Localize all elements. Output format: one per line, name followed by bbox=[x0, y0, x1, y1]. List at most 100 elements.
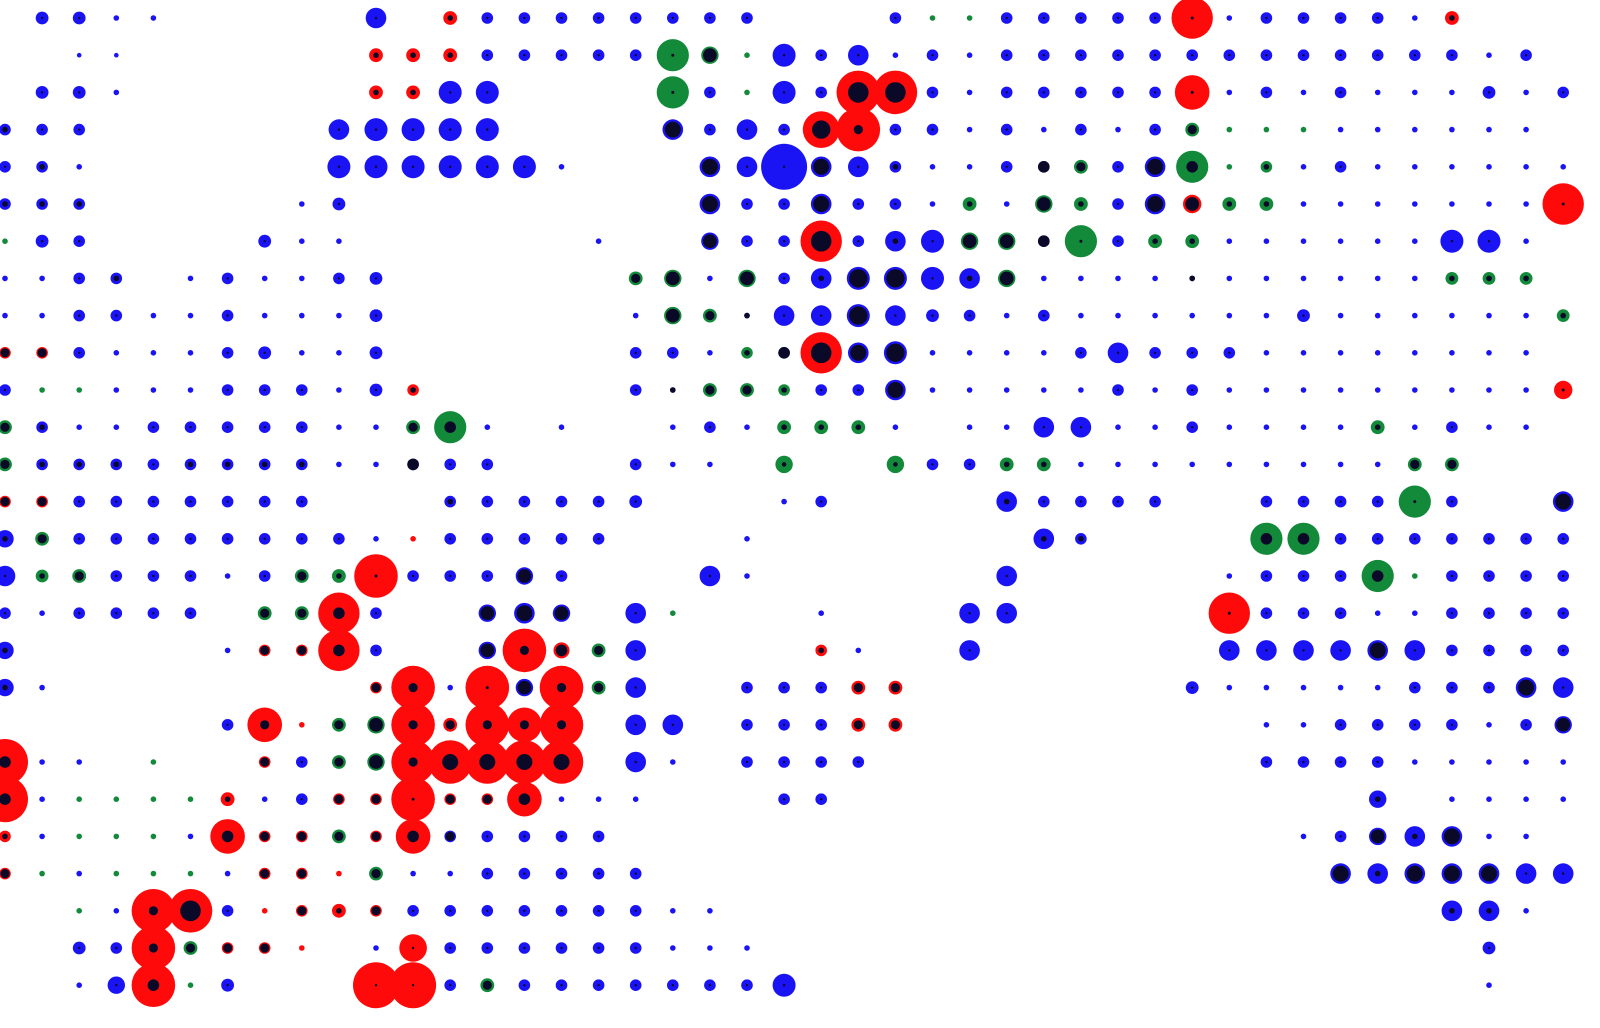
symbol-outer-blue bbox=[1078, 387, 1084, 393]
symbol-inner bbox=[1190, 90, 1194, 94]
symbol-inner bbox=[39, 573, 45, 579]
symbol-center-dot bbox=[894, 128, 897, 131]
symbol-blue bbox=[1260, 86, 1273, 99]
symbol-inner bbox=[664, 121, 681, 138]
symbol-center-dot bbox=[745, 202, 749, 206]
symbol-center-dot bbox=[1339, 500, 1342, 503]
symbol-blue bbox=[1115, 312, 1121, 319]
symbol-inner bbox=[407, 830, 419, 843]
symbol-red bbox=[406, 48, 420, 63]
symbol-green bbox=[1361, 559, 1394, 593]
symbol-center-dot bbox=[1153, 351, 1157, 354]
symbol-red bbox=[210, 819, 245, 854]
symbol-center-dot bbox=[374, 277, 378, 280]
symbol-center-dot bbox=[782, 165, 786, 168]
symbol-outer-green bbox=[150, 870, 157, 877]
symbol-center-dot bbox=[1265, 612, 1268, 615]
symbol-red bbox=[1171, 0, 1213, 39]
symbol-blue bbox=[1149, 495, 1161, 508]
symbol-center-dot bbox=[152, 537, 155, 540]
symbol-center-dot bbox=[1265, 649, 1268, 652]
symbol-blue bbox=[699, 565, 721, 587]
symbol-green bbox=[39, 387, 45, 393]
symbol-green bbox=[1482, 272, 1496, 285]
symbol-green bbox=[35, 569, 49, 583]
symbol-green bbox=[406, 420, 420, 435]
symbol-blue bbox=[39, 759, 45, 765]
symbol-outer-blue bbox=[1300, 275, 1307, 282]
symbol-inner bbox=[37, 497, 47, 507]
symbol-blue bbox=[369, 383, 383, 397]
symbol-red bbox=[390, 962, 437, 1009]
symbol-blue bbox=[296, 793, 308, 805]
symbol-outer-blue bbox=[1300, 164, 1307, 170]
symbol-center-dot bbox=[857, 165, 860, 168]
symbol-outer-blue bbox=[1189, 461, 1195, 468]
symbol-green bbox=[998, 269, 1016, 288]
symbol-inner bbox=[373, 89, 379, 96]
symbol-outer-blue bbox=[299, 275, 305, 282]
symbol-blue bbox=[147, 607, 160, 619]
symbol-center-dot bbox=[189, 426, 192, 429]
symbol-blue bbox=[187, 350, 194, 356]
symbol-blue bbox=[0, 641, 14, 660]
symbol-red bbox=[370, 830, 382, 843]
symbol-red bbox=[391, 777, 435, 821]
symbol-center-dot bbox=[523, 835, 526, 838]
symbol-inner bbox=[742, 385, 752, 395]
symbol-outer-blue bbox=[1412, 387, 1418, 393]
symbol-blue bbox=[1226, 424, 1233, 431]
symbol-inner bbox=[0, 869, 10, 879]
symbol-center-dot bbox=[597, 537, 600, 540]
symbol-red bbox=[318, 592, 360, 634]
symbol-outer-green bbox=[76, 908, 82, 914]
symbol-outer-green bbox=[76, 387, 82, 393]
symbol-center-dot bbox=[820, 760, 823, 764]
symbol-center-dot bbox=[1450, 426, 1454, 429]
symbol-outer-blue bbox=[1300, 387, 1307, 393]
symbol-blue bbox=[1446, 607, 1458, 619]
symbol-center-dot bbox=[300, 760, 303, 764]
symbol-blue bbox=[1112, 86, 1124, 99]
symbol-outer-green bbox=[150, 759, 157, 765]
symbol-inner bbox=[2, 684, 8, 691]
symbol-outer-blue bbox=[113, 908, 120, 914]
symbol-blue bbox=[478, 604, 496, 622]
symbol-outer-blue bbox=[1412, 201, 1418, 207]
symbol-outer-blue bbox=[39, 833, 45, 840]
symbol-outer-blue bbox=[1226, 387, 1233, 393]
symbol-green bbox=[656, 76, 689, 109]
symbol-outer-blue bbox=[1078, 275, 1084, 282]
symbol-center-dot bbox=[1376, 500, 1379, 503]
symbol-red bbox=[221, 942, 234, 954]
symbol-blue bbox=[629, 384, 642, 396]
symbol-inner bbox=[781, 387, 787, 393]
symbol-center-dot bbox=[1153, 500, 1157, 503]
symbol-center-dot bbox=[1265, 16, 1268, 20]
symbol-blue bbox=[258, 533, 271, 545]
symbol-outer-blue bbox=[224, 870, 231, 877]
symbol-red bbox=[502, 628, 547, 673]
symbol-center-dot bbox=[782, 798, 786, 801]
symbol-blue bbox=[332, 197, 346, 211]
symbol-center-dot bbox=[263, 500, 266, 503]
symbol-blue bbox=[1412, 759, 1418, 765]
symbol-center-dot bbox=[634, 984, 637, 987]
symbol-blue bbox=[558, 796, 565, 802]
symbol-blue bbox=[1334, 607, 1347, 619]
symbol-outer-blue bbox=[1486, 201, 1492, 207]
symbol-green bbox=[778, 384, 790, 396]
symbol-outer-blue bbox=[1041, 350, 1047, 356]
symbol-outer-blue bbox=[336, 387, 342, 393]
symbol-blue bbox=[76, 52, 82, 58]
symbol-inner bbox=[224, 796, 231, 802]
symbol-center-dot bbox=[1487, 612, 1491, 615]
symbol-blue bbox=[592, 12, 605, 24]
symbol-center-dot bbox=[300, 798, 303, 801]
symbol-outer-blue bbox=[1152, 275, 1158, 282]
symbol-blue bbox=[401, 118, 425, 142]
symbol-blue bbox=[1038, 309, 1050, 322]
symbol-blue bbox=[299, 350, 305, 356]
symbol-blue bbox=[772, 80, 796, 104]
symbol-blue bbox=[1557, 533, 1569, 545]
